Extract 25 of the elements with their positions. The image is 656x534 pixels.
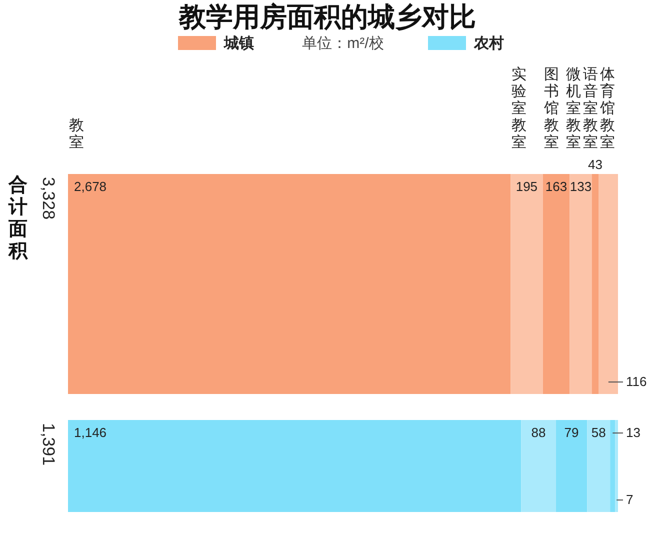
data-label: 13	[626, 425, 640, 440]
category-label: 图书馆教室	[542, 66, 559, 151]
data-label: 58	[591, 425, 606, 440]
category-label: 语音室教室	[582, 66, 598, 151]
legend-label: 城镇	[223, 35, 254, 52]
text: 合计面积	[8, 174, 28, 262]
data-label: 163	[545, 179, 568, 194]
data-label: 2,678	[74, 179, 107, 194]
legend-label: 农村	[473, 35, 504, 52]
data-label: 79	[564, 425, 579, 440]
text: 3,328	[39, 177, 58, 220]
data-label: 1,146	[74, 425, 107, 440]
text: 1,391	[39, 423, 58, 466]
data-label: 43	[588, 157, 603, 172]
text: 教学用房面积的城乡对比	[178, 2, 476, 32]
data-label: 116	[626, 374, 647, 389]
data-label: 7	[626, 492, 634, 507]
category-label: 实验室教室	[512, 66, 527, 151]
data-label: 88	[531, 425, 546, 440]
text: 单位：m²/校	[302, 35, 384, 52]
category-label: 体育馆教室	[598, 66, 615, 151]
data-label: 133	[570, 179, 592, 194]
category-label: 微机室教室	[566, 66, 581, 151]
category-label: 教室	[69, 117, 84, 151]
data-label: 195	[516, 179, 538, 194]
